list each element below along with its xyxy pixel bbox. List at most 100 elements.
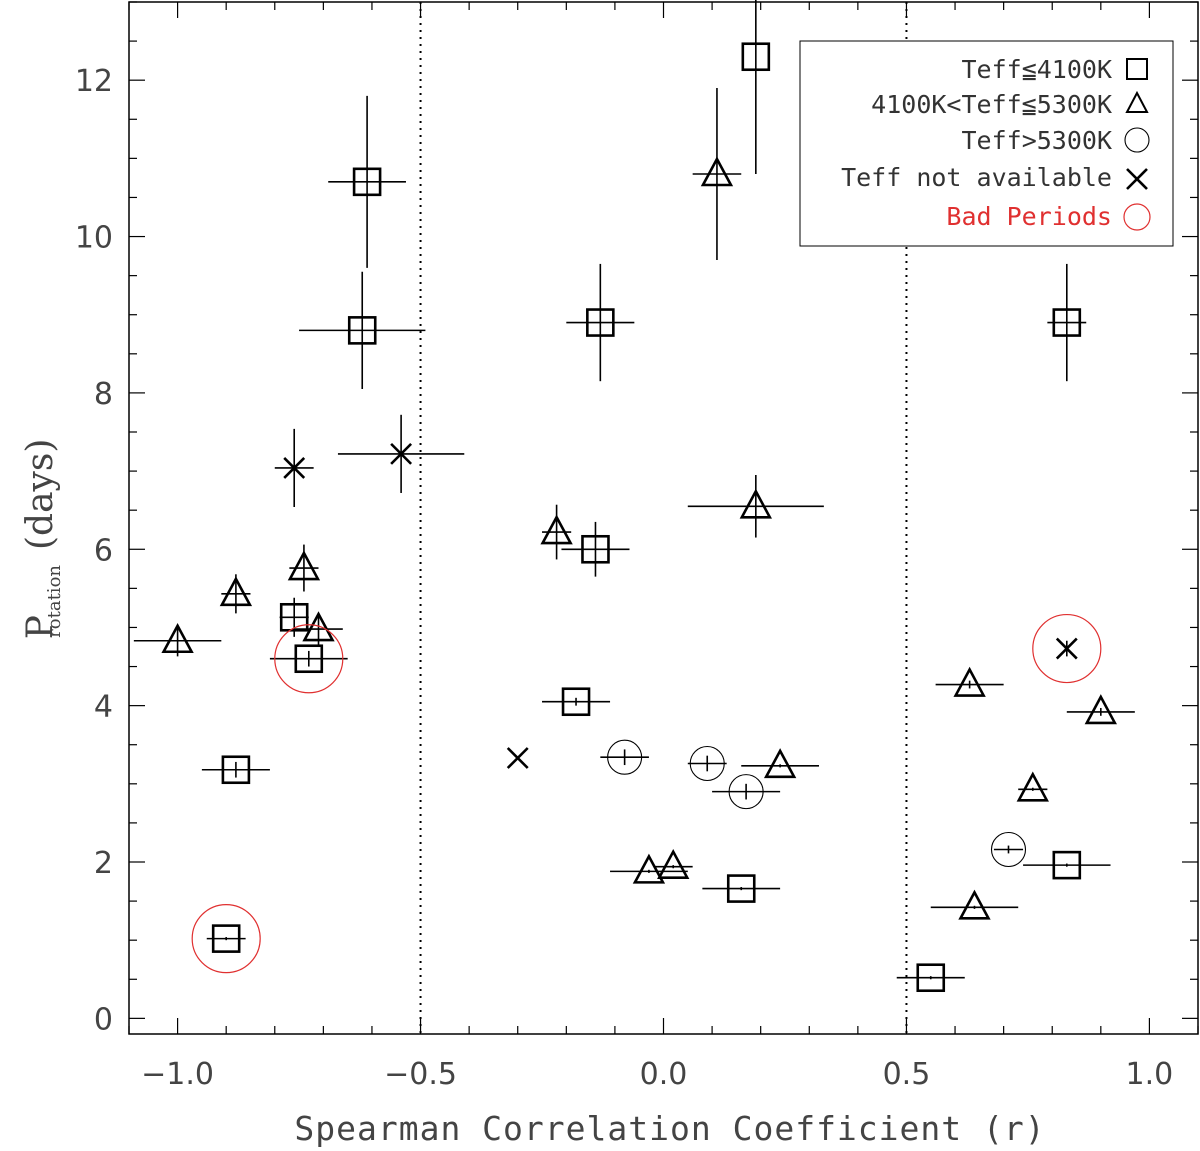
marker-square — [352, 167, 382, 197]
marker-circle — [607, 739, 643, 775]
data-point-square — [328, 95, 406, 268]
marker-square — [581, 534, 610, 564]
x-marker-stroke — [283, 457, 306, 479]
circle-marker-shape — [990, 831, 1027, 868]
y-axis-title-units: (days) — [20, 439, 61, 550]
triangle-marker-shape — [1125, 90, 1149, 113]
marker-circle — [689, 745, 725, 782]
bad-period-circle-shape — [191, 904, 261, 974]
data-point-triangle — [610, 853, 688, 884]
data-point-triangle — [1066, 694, 1135, 725]
square-marker-shape — [916, 963, 946, 993]
marker-triangle — [540, 514, 573, 545]
square-marker-shape — [581, 534, 610, 564]
triangle-marker-shape — [953, 666, 986, 697]
triangle-marker-shape — [739, 488, 772, 519]
data-point-square — [269, 644, 348, 674]
data-point-triangle — [1016, 771, 1049, 802]
data-point-triangle — [133, 623, 222, 657]
marker-square — [294, 644, 324, 674]
square-marker-shape — [561, 687, 591, 717]
legend-label-circle: Teff>5300K — [961, 126, 1112, 155]
square-marker-shape — [741, 42, 771, 72]
data-point-square — [896, 963, 965, 993]
x-tick-label: 0.5 — [883, 1057, 931, 1092]
legend-marker-x — [1126, 168, 1148, 190]
marker-square — [1052, 308, 1082, 337]
data-point-triangle — [692, 88, 742, 260]
triangle-marker-shape — [540, 514, 573, 545]
triangle-marker-shape — [219, 576, 253, 607]
bad-period-circle-shape — [1032, 613, 1102, 684]
x-tick-label: 1.0 — [1126, 1057, 1174, 1092]
y-axis-title: P rotation (days) — [20, 439, 65, 640]
x-marker-stroke — [1126, 168, 1148, 190]
marker-square — [916, 963, 946, 993]
legend-marker-square — [1126, 58, 1148, 80]
marker-x — [283, 457, 306, 479]
data-point-square — [206, 924, 246, 953]
bad-period-circle-shape — [274, 624, 344, 694]
marker-triangle — [1016, 771, 1049, 802]
triangle-marker-shape — [763, 748, 797, 779]
data-point-x — [274, 428, 314, 508]
circle-marker-shape — [607, 739, 643, 775]
data-point-square — [279, 597, 309, 637]
y-tick-label: 8 — [94, 377, 113, 412]
marker-square — [221, 755, 251, 785]
marker-triangle — [632, 853, 666, 884]
legend-marker-bigcircle — [1123, 203, 1151, 231]
axis-layer: −1.0 −0.5 0.0 0.5 1.0 0 2 4 6 8 10 12 — [75, 1, 1199, 1092]
x-marker-stroke — [1055, 637, 1078, 660]
legend-label-bad-periods: Bad Periods — [946, 202, 1112, 231]
legend-marker-triangle — [1125, 90, 1149, 113]
x-tick-label: 0.0 — [640, 1057, 688, 1092]
y-tick-label: 0 — [94, 1002, 113, 1037]
square-marker-shape — [294, 644, 324, 674]
triangle-marker-shape — [1084, 694, 1117, 725]
y-tick-label: 12 — [75, 64, 113, 99]
marker-square — [347, 316, 377, 345]
data-point-x — [506, 747, 529, 769]
legend-label-triangle: 4100K<Teff≦5300K — [871, 90, 1112, 119]
legend-box — [799, 40, 1174, 247]
data-point-bigcircle — [1032, 613, 1102, 684]
square-marker-shape — [726, 874, 756, 903]
triangle-marker-shape — [161, 623, 194, 654]
marker-triangle — [700, 156, 734, 187]
data-point-circle — [687, 745, 727, 782]
square-marker-shape — [211, 924, 241, 953]
x-marker-stroke — [506, 747, 529, 769]
data-point-bigcircle — [274, 624, 344, 694]
data-point-square — [566, 263, 635, 382]
triangle-marker-shape — [287, 550, 321, 581]
data-point-square — [741, 0, 771, 174]
data-point-x — [337, 414, 465, 493]
marker-triangle — [958, 889, 991, 920]
triangle-marker-shape — [958, 889, 991, 920]
marker-bigcircle — [274, 624, 344, 694]
marker-x — [390, 442, 413, 465]
triangle-marker-shape — [302, 611, 335, 642]
marker-triangle — [763, 748, 797, 779]
marker-square — [561, 687, 591, 717]
circle-marker-shape — [689, 745, 725, 782]
y-tick-label: 4 — [94, 690, 113, 725]
marker-square — [279, 602, 309, 632]
data-point-square — [1023, 850, 1111, 880]
triangle-marker-shape — [1016, 771, 1049, 802]
square-marker-shape — [586, 308, 615, 337]
marker-triangle — [287, 550, 321, 581]
x-tick-label: −0.5 — [384, 1057, 457, 1092]
marker-square — [726, 874, 756, 903]
circle-marker-shape — [1124, 127, 1150, 153]
marker-triangle — [161, 623, 194, 654]
x-tick-label: −1.0 — [141, 1057, 214, 1092]
data-point-triangle — [540, 504, 573, 560]
square-marker-shape — [352, 167, 382, 197]
marker-square — [1052, 850, 1082, 880]
marker-square — [741, 42, 771, 72]
bad-period-circle-shape — [1123, 203, 1151, 231]
legend-label-x: Teff not available — [841, 163, 1112, 192]
